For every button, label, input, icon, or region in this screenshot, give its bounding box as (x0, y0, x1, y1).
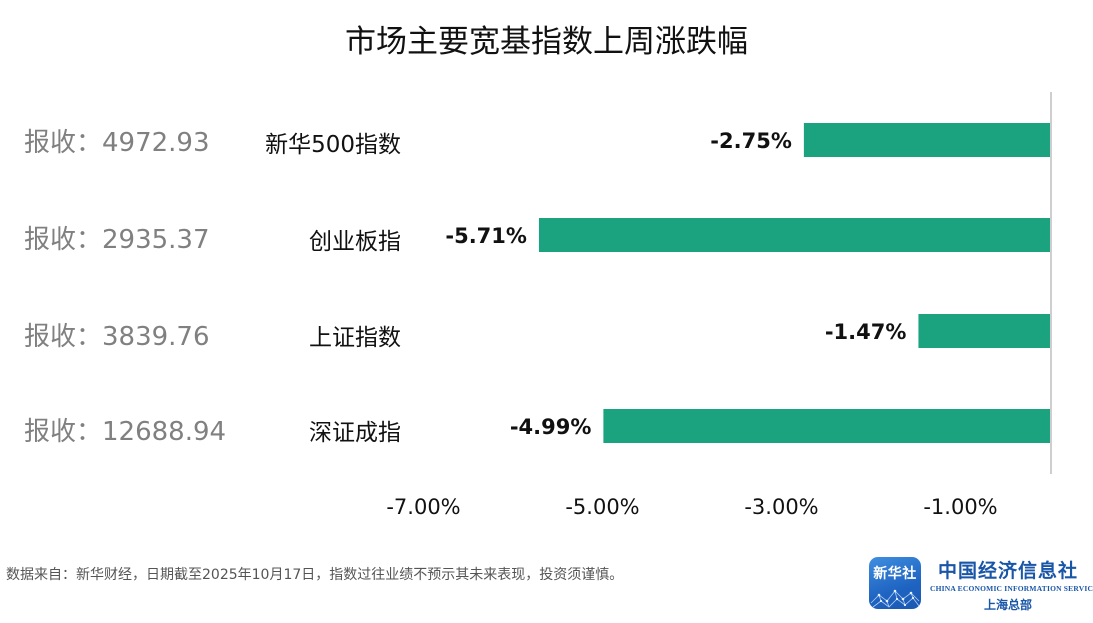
category-label: 上证指数 (309, 325, 401, 351)
bar (918, 314, 1050, 348)
bar (803, 123, 1050, 157)
x-tick-label: -5.00% (565, 495, 639, 519)
data-label: -1.47% (825, 320, 907, 344)
category-label: 新华500指数 (265, 132, 401, 158)
org-name-cn: 中国经济信息社 (937, 560, 1078, 582)
org-name-en: CHINA ECONOMIC INFORMATION SERVICE (930, 584, 1093, 593)
logo-text: 新华社 (873, 566, 917, 582)
footnote: 数据来自：新华财经，日期截至2025年10月17日，指数过往业绩不预示其未来表现… (6, 567, 624, 583)
x-tick-label: -7.00% (386, 495, 460, 519)
category-label: 深证成指 (309, 420, 401, 446)
organization-logo: 中国经济信息社 CHINA ECONOMIC INFORMATION SERVI… (930, 556, 1093, 613)
x-tick-label: -3.00% (744, 495, 818, 519)
bar (538, 218, 1050, 252)
x-tick-label: -1.00% (923, 495, 997, 519)
bar (603, 409, 1050, 443)
xinhua-logo-icon: 新华社 (869, 557, 921, 609)
category-label: 创业板指 (309, 229, 401, 255)
network-pattern-icon (870, 589, 920, 608)
close-label: 报收：3839.76 (24, 322, 210, 352)
org-subtitle: 上海总部 (983, 598, 1032, 612)
close-label: 报收：2935.37 (24, 225, 210, 255)
data-label: -5.71% (445, 224, 527, 248)
close-label: 报收：12688.94 (24, 417, 227, 447)
chart-title: 市场主要宽基指数上周涨跌幅 (345, 24, 748, 60)
data-label: -4.99% (510, 415, 592, 439)
data-label: -2.75% (710, 129, 792, 153)
close-label: 报收：4972.93 (24, 128, 210, 158)
